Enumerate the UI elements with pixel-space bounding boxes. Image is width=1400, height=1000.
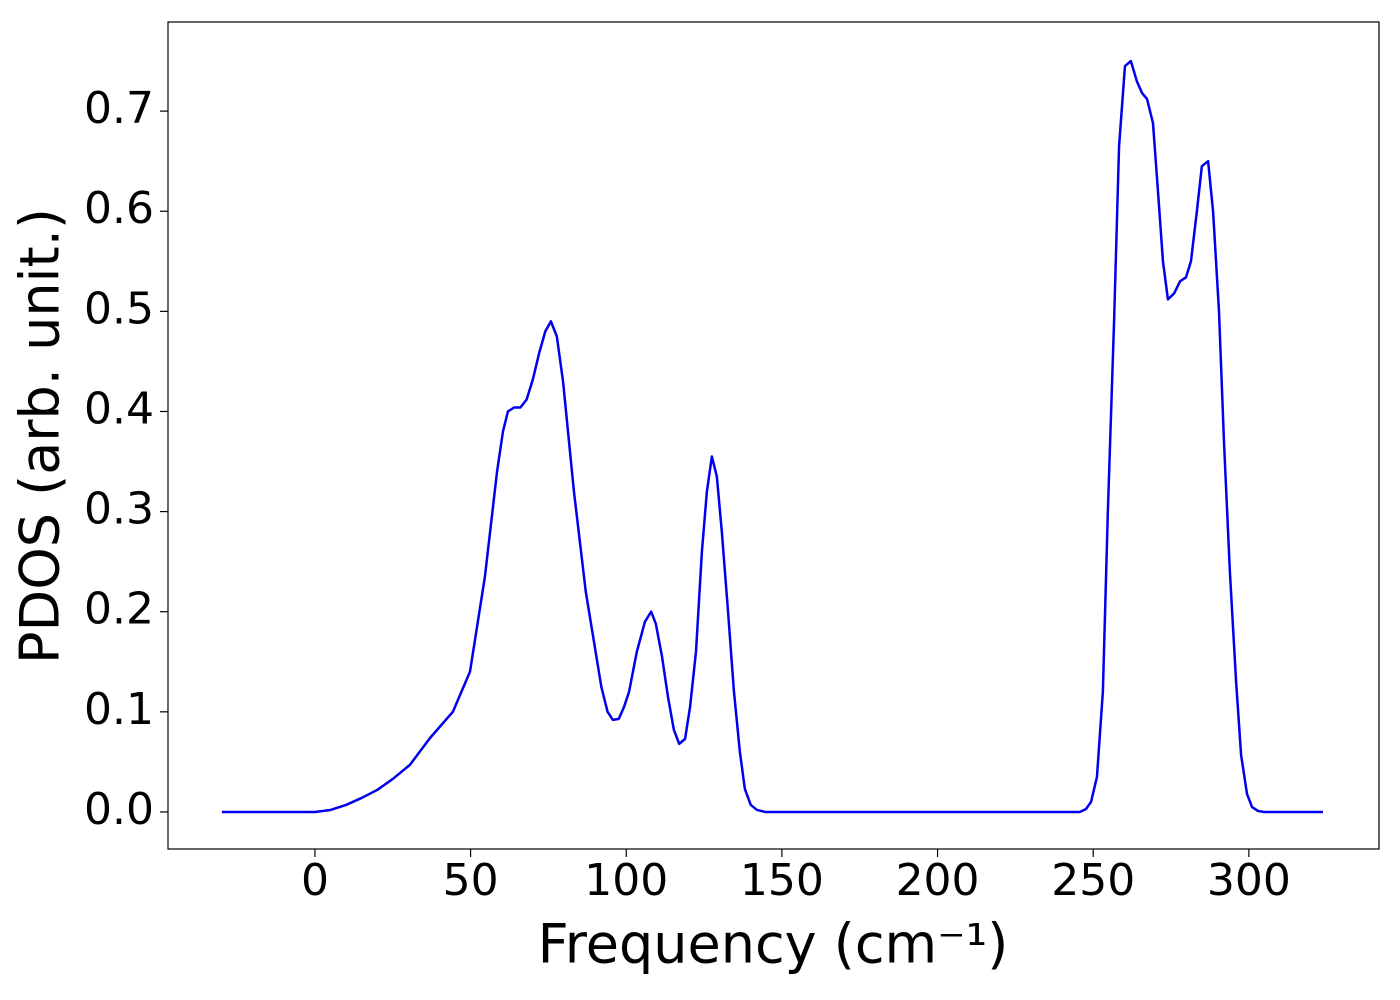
plot-frame <box>167 21 1380 850</box>
y-tick-label: 0.1 <box>84 684 154 735</box>
x-tick-label: 150 <box>740 855 824 906</box>
x-tick-label: 250 <box>1051 855 1135 906</box>
y-tick-label: 0.5 <box>84 283 154 334</box>
y-tick-label: 0.0 <box>84 784 154 835</box>
x-tick-label: 200 <box>896 855 980 906</box>
x-tick-label: 300 <box>1207 855 1291 906</box>
x-axis-label: Frequency (cm⁻¹) <box>538 913 1009 976</box>
x-tick-label: 0 <box>301 855 329 906</box>
y-tick-label: 0.4 <box>84 383 154 434</box>
y-tick-label: 0.2 <box>84 584 154 635</box>
y-tick-label: 0.3 <box>84 484 154 535</box>
y-tick-label: 0.7 <box>84 83 154 134</box>
x-tick-label: 50 <box>443 855 499 906</box>
y-axis-label: PDOS (arb. unit.) <box>9 208 72 664</box>
line <box>221 59 1323 814</box>
y-tick-label: 0.6 <box>84 183 154 234</box>
x-tick-label: 100 <box>584 855 668 906</box>
